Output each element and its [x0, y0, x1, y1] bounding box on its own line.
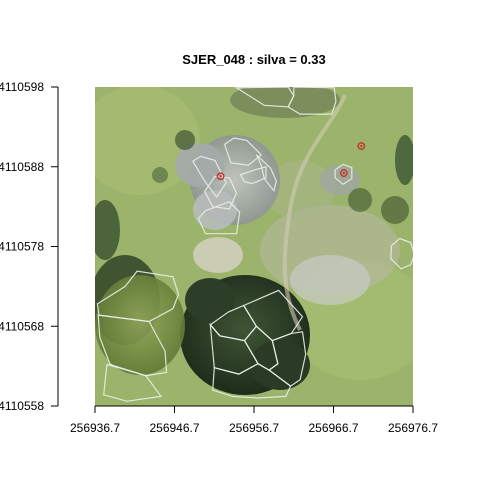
chart-title: SJER_048 : silva = 0.33: [182, 52, 325, 67]
plot-title: SJER_048 : silva = 0.33: [182, 52, 325, 67]
y-tick-label-1: 4110558: [0, 399, 44, 413]
x-tick-label-3: 256956.7: [229, 421, 279, 435]
x-tick-label-2: 256946.7: [149, 421, 199, 435]
x-tick-label-5: 256976.7: [388, 421, 438, 435]
y-tick-label-5: 4110598: [0, 80, 44, 94]
y-axis: 4110558 4110568 4110578 4110588 4110598: [0, 80, 58, 413]
y-tick-label-2: 4110568: [0, 319, 44, 333]
y-tick-label-3: 4110578: [0, 240, 44, 254]
x-tick-label-4: 256966.7: [308, 421, 358, 435]
y-tick-label-4: 4110588: [0, 160, 44, 174]
x-tick-label-1: 256936.7: [70, 421, 120, 435]
x-axis: 256936.7 256946.7 256956.7 256966.7 256976.7: [70, 406, 438, 435]
